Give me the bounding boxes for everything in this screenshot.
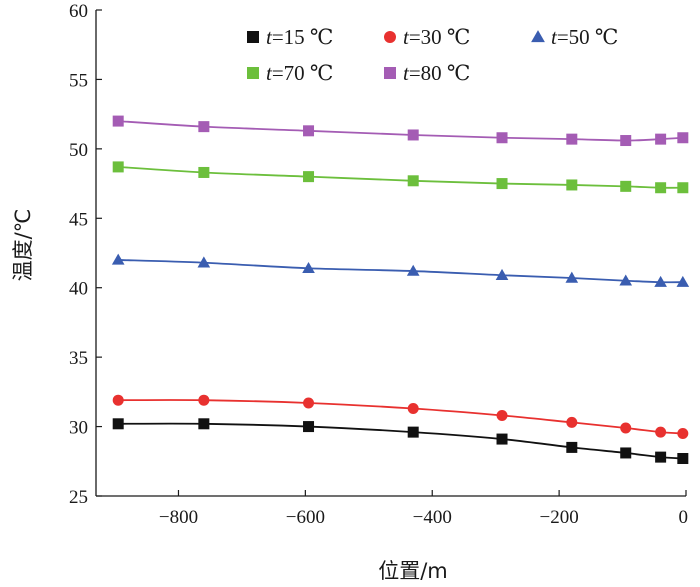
data-point (198, 418, 210, 430)
y-axis-title: 温度/℃ (11, 209, 35, 282)
data-point (655, 451, 667, 463)
data-point (303, 171, 315, 183)
data-point (197, 256, 211, 268)
data-point (112, 161, 124, 173)
legend-marker (384, 31, 396, 43)
data-point (198, 166, 210, 178)
data-point (676, 275, 690, 287)
series-2 (111, 253, 690, 287)
legend-item: t=80 ℃ (384, 61, 470, 85)
data-point (677, 453, 689, 465)
data-point (619, 274, 633, 286)
x-tick-label: −400 (413, 507, 452, 528)
x-axis-title: 位置/m (378, 559, 448, 583)
data-point (112, 418, 124, 430)
legend-marker (247, 31, 259, 43)
data-point (620, 135, 632, 147)
data-point (566, 133, 578, 145)
legend-item: t=30 ℃ (384, 25, 470, 49)
data-point (566, 441, 578, 453)
series-line (118, 422, 683, 460)
legend-item: t=50 ℃ (531, 25, 618, 49)
data-point (495, 268, 509, 280)
data-point (198, 394, 210, 406)
data-point (677, 428, 689, 440)
series-3 (112, 161, 689, 194)
data-point (303, 125, 315, 137)
series-line (118, 259, 683, 284)
legend-item: t=15 ℃ (247, 25, 333, 49)
data-point (407, 403, 419, 415)
data-point (655, 182, 667, 194)
legend-label: t=30 ℃ (403, 25, 470, 49)
data-point (566, 179, 578, 191)
data-point (655, 133, 667, 145)
data-point (677, 132, 689, 144)
data-point (620, 447, 632, 459)
legend-marker (247, 67, 259, 79)
y-tick-label: 30 (69, 418, 88, 439)
data-point (407, 175, 419, 187)
data-point (496, 433, 508, 445)
legend-marker (531, 30, 545, 43)
y-tick-label: 60 (69, 1, 88, 22)
series-line (118, 399, 683, 435)
legend-label: t=15 ℃ (266, 25, 333, 49)
data-point (620, 422, 632, 434)
data-point (407, 129, 419, 141)
series-0 (112, 418, 689, 465)
data-point (198, 121, 210, 133)
y-tick-label: 45 (69, 209, 88, 230)
legend-marker (384, 67, 396, 79)
data-point (655, 426, 667, 438)
axes: 25 30 35 40 45 50 55 60 −800 −600 −400 −200 0 (69, 1, 688, 528)
data-point (303, 397, 315, 409)
series-1 (112, 394, 689, 440)
legend-item: t=70 ℃ (247, 61, 333, 85)
x-tick-label: 0 (679, 507, 689, 528)
data-point (654, 275, 667, 287)
data-point (302, 261, 315, 274)
data-point (677, 182, 689, 194)
data-point (112, 394, 124, 406)
data-point (112, 115, 124, 127)
y-tick-label: 25 (69, 487, 88, 508)
y-tick-label: 55 (69, 70, 88, 91)
data-point (407, 426, 419, 438)
data-point (303, 421, 315, 433)
x-tick-label: −200 (540, 507, 579, 528)
plot-area (111, 115, 690, 465)
series-4 (112, 115, 689, 147)
x-tick-label: −800 (159, 507, 198, 528)
legend-label: t=80 ℃ (403, 61, 470, 85)
series-line (118, 120, 683, 142)
y-tick-label: 50 (69, 140, 88, 161)
y-tick-label: 35 (69, 348, 88, 369)
data-point (496, 409, 508, 421)
y-tick-label: 40 (69, 279, 88, 300)
series-line (118, 166, 683, 189)
data-point (620, 180, 632, 192)
data-point (565, 271, 579, 283)
data-point (496, 178, 508, 190)
legend: t=15 ℃ t=30 ℃ t=50 ℃ t=70 ℃ t=80 ℃ (247, 25, 618, 85)
legend-label: t=50 ℃ (551, 25, 618, 49)
data-point (111, 253, 125, 265)
data-point (566, 416, 578, 428)
x-tick-label: −600 (286, 507, 325, 528)
data-point (406, 264, 420, 276)
data-point (496, 132, 508, 144)
legend-label: t=70 ℃ (266, 61, 333, 85)
